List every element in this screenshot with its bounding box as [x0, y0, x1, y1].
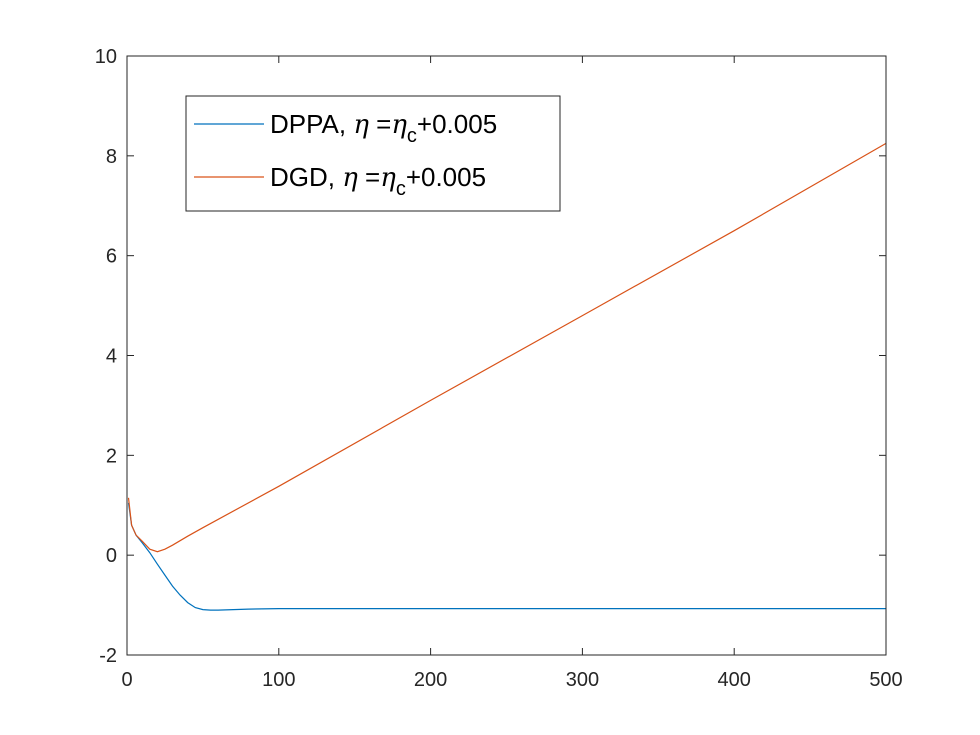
x-tick-label: 500 [869, 669, 902, 691]
y-tick-label: -2 [99, 645, 117, 667]
x-tick-label: 100 [262, 669, 295, 691]
legend: DPPA, η =ηc+0.005 DGD, η =ηc+0.005 [185, 95, 561, 212]
x-tick-label: 0 [121, 669, 132, 691]
legend-label-1: DPPA, η =ηc+0.005 [270, 109, 497, 147]
legend-label-2: DGD, η =ηc+0.005 [270, 162, 486, 200]
y-tick-label: 2 [106, 445, 117, 467]
y-tick-label: 6 [106, 246, 117, 268]
series-line-2 [127, 142, 887, 553]
series-layer [127, 142, 887, 611]
legend-box [185, 95, 561, 212]
y-tick-label: 10 [95, 46, 117, 68]
x-tick-label: 200 [414, 669, 447, 691]
series-line-1 [127, 502, 886, 611]
x-tick-label: 400 [718, 669, 751, 691]
y-tick-label: 0 [106, 545, 117, 567]
y-tick-label: 4 [106, 346, 117, 368]
x-tick-label: 300 [566, 669, 599, 691]
y-tick-label: 8 [106, 146, 117, 168]
